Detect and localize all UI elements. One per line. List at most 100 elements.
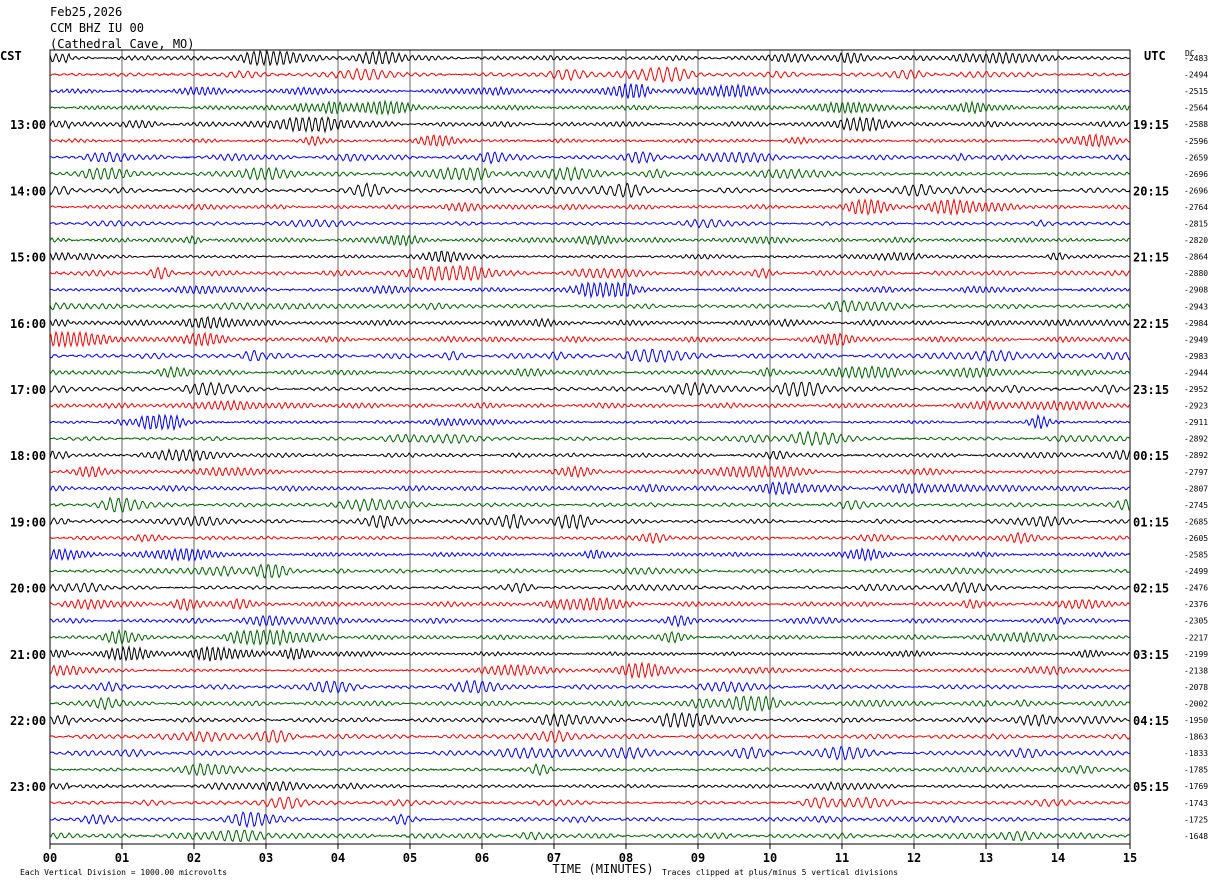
dc-offset-label: -1743 xyxy=(1184,799,1208,808)
dc-offset-label: -2696 xyxy=(1184,186,1208,195)
dc-offset-label: -2943 xyxy=(1184,302,1208,311)
right-hour-label: 00:15 xyxy=(1133,449,1169,463)
dc-offset-label: -2908 xyxy=(1184,286,1208,295)
dc-offset-label: -2880 xyxy=(1184,269,1208,278)
dc-offset-label: -2476 xyxy=(1184,584,1208,593)
dc-offset-label: -2483 xyxy=(1184,54,1208,63)
x-tick-label: 03 xyxy=(259,851,273,865)
right-hour-label: 05:15 xyxy=(1133,780,1169,794)
dc-offset-label: -2807 xyxy=(1184,484,1208,493)
dc-offset-label: -2815 xyxy=(1184,220,1208,229)
seismic-trace xyxy=(49,166,1131,182)
right-hour-label: 04:15 xyxy=(1133,714,1169,728)
dc-offset-label: -2605 xyxy=(1184,534,1208,543)
dc-offset-label: -1769 xyxy=(1184,782,1208,791)
seismic-trace xyxy=(49,99,1131,117)
left-hour-label: 22:00 xyxy=(10,714,46,728)
dc-offset-label: -2305 xyxy=(1184,617,1208,626)
seismic-trace xyxy=(49,151,1131,165)
left-hour-label: 15:00 xyxy=(10,251,46,265)
seismic-trace xyxy=(49,430,1131,447)
dc-offset-label: -1863 xyxy=(1184,733,1208,742)
x-axis-title: TIME (MINUTES) xyxy=(552,862,653,876)
dc-offset-label: -2949 xyxy=(1184,335,1208,344)
right-hour-label: 22:15 xyxy=(1133,317,1169,331)
right-hour-label: 03:15 xyxy=(1133,648,1169,662)
seismic-trace xyxy=(49,563,1131,579)
dc-offset-label: -2376 xyxy=(1184,600,1208,609)
x-tick-label: 14 xyxy=(1051,851,1065,865)
dc-offset-label: -2745 xyxy=(1184,501,1208,510)
dc-offset-label: -2923 xyxy=(1184,402,1208,411)
x-tick-label: 07 xyxy=(547,851,561,865)
dc-offset-label: -2596 xyxy=(1184,137,1208,146)
dc-offset-label: -2002 xyxy=(1184,699,1208,708)
seismic-trace xyxy=(49,644,1131,662)
seismic-trace xyxy=(49,234,1131,248)
seismic-trace xyxy=(49,330,1131,349)
seismic-trace xyxy=(49,182,1131,198)
seismic-trace xyxy=(49,49,1131,67)
left-hour-label: 18:00 xyxy=(10,449,46,463)
x-tick-label: 11 xyxy=(835,851,849,865)
x-tick-label: 00 xyxy=(43,851,57,865)
station-title: CCM BHZ IU 00 xyxy=(50,21,144,35)
right-hour-label: 20:15 xyxy=(1133,184,1169,198)
x-tick-label: 10 xyxy=(763,851,777,865)
right-hour-label: 19:15 xyxy=(1133,118,1169,132)
left-hour-label: 19:00 xyxy=(10,515,46,529)
seismic-trace xyxy=(49,413,1131,432)
seismic-trace xyxy=(49,481,1131,496)
dc-offset-label: -2078 xyxy=(1184,683,1208,692)
dc-offset-label: -2797 xyxy=(1184,468,1208,477)
seismic-trace xyxy=(49,83,1131,99)
seismic-trace xyxy=(49,299,1131,313)
right-hour-label: 23:15 xyxy=(1133,383,1169,397)
right-hour-label: 01:15 xyxy=(1133,515,1169,529)
left-axis-label: CST xyxy=(0,49,22,63)
seismic-trace xyxy=(49,66,1131,84)
left-hour-label: 23:00 xyxy=(10,780,46,794)
seismic-trace xyxy=(49,264,1131,282)
dc-offset-label: -2588 xyxy=(1184,120,1208,129)
dc-offset-label: -2585 xyxy=(1184,551,1208,560)
dc-offset-label: -2564 xyxy=(1184,104,1208,113)
seismic-trace xyxy=(49,829,1131,843)
seismic-trace xyxy=(49,133,1131,148)
dc-offset-label: -2820 xyxy=(1184,236,1208,245)
seismic-trace xyxy=(49,711,1131,729)
dc-offset-label: -2515 xyxy=(1184,87,1208,96)
left-hour-label: 17:00 xyxy=(10,383,46,397)
dc-offset-label: -2138 xyxy=(1184,666,1208,675)
dc-offset-label: -2217 xyxy=(1184,633,1208,642)
left-hour-label: 20:00 xyxy=(10,582,46,596)
seismic-trace xyxy=(49,762,1131,777)
dc-offset-label: -2499 xyxy=(1184,567,1208,576)
dc-offset-label: -2952 xyxy=(1184,385,1208,394)
x-tick-label: 13 xyxy=(979,851,993,865)
seismic-trace xyxy=(49,729,1131,744)
x-tick-label: 06 xyxy=(475,851,489,865)
footer-scale-note: Each Vertical Division = 1000.00 microvo… xyxy=(20,868,227,877)
seismic-trace xyxy=(49,381,1131,397)
dc-offset-label: -1725 xyxy=(1184,815,1208,824)
left-hour-label: 21:00 xyxy=(10,648,46,662)
seismic-trace xyxy=(49,596,1131,612)
x-tick-label: 05 xyxy=(403,851,417,865)
seismic-trace xyxy=(49,448,1131,463)
seismic-trace xyxy=(49,547,1131,563)
dc-offset-label: -2944 xyxy=(1184,368,1208,377)
seismic-trace xyxy=(49,365,1131,380)
dc-label: DC xyxy=(1185,49,1195,58)
seismic-trace xyxy=(49,780,1131,792)
seismic-trace xyxy=(49,250,1131,263)
seismic-trace xyxy=(49,496,1131,513)
seismic-trace xyxy=(49,197,1131,216)
footer-clip-note: Traces clipped at plus/minus 5 vertical … xyxy=(662,868,898,877)
seismic-trace xyxy=(49,281,1131,299)
dc-offset-label: -1785 xyxy=(1184,766,1208,775)
x-tick-label: 04 xyxy=(331,851,345,865)
location-title: (Cathedral Cave, MO) xyxy=(50,37,195,51)
x-tick-label: 12 xyxy=(907,851,921,865)
